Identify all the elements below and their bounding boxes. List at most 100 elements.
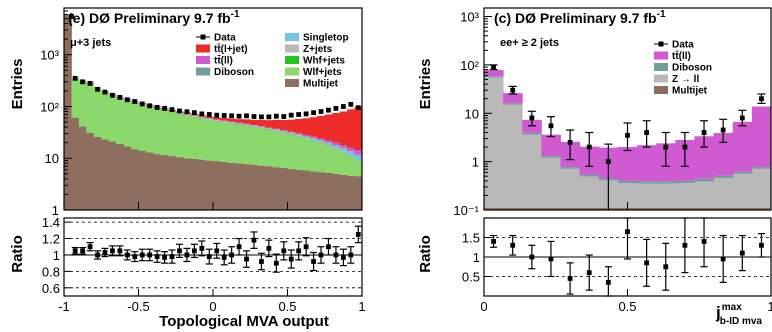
bar-whf-jets [190, 116, 199, 118]
bar-whf-jets [183, 115, 192, 116]
bar-wlf-jets [280, 133, 288, 168]
data-point [69, 14, 74, 19]
ratio-point [199, 245, 205, 251]
bar-diboson [617, 180, 638, 184]
x-axis-label: Topological MVA output [159, 313, 329, 330]
ratio-point [139, 252, 145, 258]
bar-singletop [332, 145, 341, 148]
data-point [682, 144, 688, 150]
ratio-point [147, 252, 153, 258]
bar-whf-jets [205, 119, 214, 121]
bar-tt-ll- [713, 132, 734, 176]
bar-z-ll [656, 183, 676, 208]
data-point [221, 113, 227, 118]
bar-wlf-jets [339, 152, 348, 175]
bar-diboson [560, 167, 581, 169]
ratio-point [529, 254, 535, 260]
ratio-point [281, 248, 287, 254]
legend-label: Wlf+jets [303, 67, 342, 78]
bar-multijet [190, 158, 199, 210]
data-point [273, 113, 279, 119]
bar-z-jets [332, 147, 341, 149]
ratio-point [303, 244, 309, 250]
bar-multijet [235, 163, 244, 210]
bar-z-ll [522, 134, 542, 208]
bar-z-jets [280, 131, 288, 133]
bar-multijet [309, 171, 318, 210]
legend-swatch [654, 74, 668, 83]
ratio-point [355, 232, 361, 237]
bar-multijet [213, 161, 221, 210]
bar-multijet [242, 164, 251, 210]
bar-multijet [227, 162, 236, 210]
legend-label: Multijet [303, 79, 339, 90]
bar-wlf-jets [93, 89, 102, 137]
data-point [184, 109, 190, 115]
legend-swatch [285, 33, 299, 41]
legend-label: Diboson [214, 67, 254, 78]
ratio-y-tick-label: 1.4 [42, 215, 60, 230]
legend-swatch [654, 51, 668, 60]
bar-tt-l-jet- [309, 117, 318, 137]
data-point [124, 97, 130, 103]
bar-diboson [637, 181, 657, 184]
bar-z-ll [675, 183, 695, 208]
bar-singletop [324, 142, 333, 145]
bar-tt-l-jet- [235, 119, 244, 123]
data-point [110, 92, 115, 98]
main-plot-area: 1 10 10² 10³ [40, 7, 363, 218]
bar-multijet [220, 161, 229, 210]
legend-swatch [654, 63, 668, 71]
ratio-axis-label: Ratio [9, 235, 26, 273]
bar-z-jets [324, 144, 333, 146]
bar-multijet [175, 157, 184, 210]
bar-multijet [160, 155, 169, 210]
x-axis-label: jmax b-ID mva [715, 302, 762, 327]
ratio-axis-label: Ratio [417, 235, 434, 273]
bar-z-jets [317, 142, 326, 143]
data-point [266, 114, 272, 120]
bar-multijet [93, 136, 102, 210]
bar-wlf-jets [198, 118, 206, 160]
ratio-y-tick-label: 1.2 [42, 232, 60, 247]
bar-wlf-jets [71, 78, 80, 118]
bar-wlf-jets [347, 156, 355, 176]
bar-multijet [101, 139, 110, 210]
y-tick-label: 10 [45, 151, 59, 166]
data-point [567, 139, 573, 145]
legend-marker [658, 41, 664, 47]
data-point [548, 123, 554, 129]
bar-whf-jets [332, 148, 341, 150]
bar-singletop [265, 128, 273, 129]
bar-tt-ll- [272, 128, 281, 130]
ratio-point [318, 252, 324, 258]
bar-multijet [294, 169, 303, 210]
bar-wlf-jets [190, 117, 199, 159]
bar-multijet [579, 207, 600, 210]
data-point [169, 107, 175, 113]
legend-label: tt̄(l+jet) [214, 43, 248, 55]
bar-multijet [116, 143, 124, 210]
entries-axis-label: Entries [9, 59, 26, 110]
ratio-point [625, 229, 630, 235]
y-tick-label: 1 [52, 203, 59, 218]
ratio-point [184, 252, 190, 258]
bar-whf-jets [213, 121, 221, 122]
data-point [259, 114, 264, 120]
bar-tt-ll- [503, 93, 523, 104]
bar-wlf-jets [145, 106, 154, 153]
bar-singletop [354, 155, 363, 161]
legend-swatch [285, 56, 299, 64]
bar-multijet [302, 170, 311, 210]
bar-singletop [257, 127, 266, 128]
bar-z-jets [354, 160, 363, 162]
bar-tt-l-jet- [257, 120, 266, 127]
bar-wlf-jets [257, 128, 266, 166]
bar-whf-jets [347, 156, 355, 157]
bar-wlf-jets [123, 101, 132, 147]
ratio-y-tick-label: 0.6 [42, 281, 60, 296]
legend-label: Singletop [303, 33, 349, 44]
bar-tt-l-jet- [294, 119, 303, 134]
bar-tt-l-jet- [302, 118, 311, 135]
